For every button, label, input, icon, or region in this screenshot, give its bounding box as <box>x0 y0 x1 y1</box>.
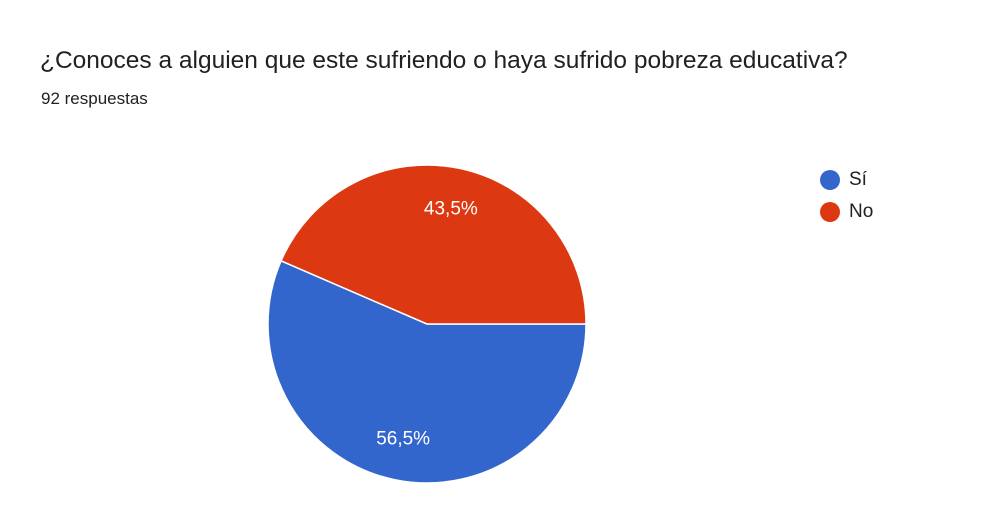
legend-swatch-icon <box>820 170 840 190</box>
legend-item-no: No <box>820 196 873 228</box>
chart-title: ¿Conoces a alguien que este sufriendo o … <box>40 47 848 74</box>
legend-label: No <box>849 201 874 222</box>
legend-swatch-icon <box>820 202 840 222</box>
pie-slice-si <box>267 259 587 484</box>
legend-item-si: Sí <box>820 164 873 196</box>
legend-label: Sí <box>849 169 867 190</box>
chart-legend: Sí No <box>820 164 873 228</box>
slice-label-si: 56,5% <box>376 429 430 450</box>
pie-slice-no <box>280 164 587 325</box>
slice-label-no: 43,5% <box>424 198 478 219</box>
response-count: 92 respuestas <box>41 89 148 108</box>
